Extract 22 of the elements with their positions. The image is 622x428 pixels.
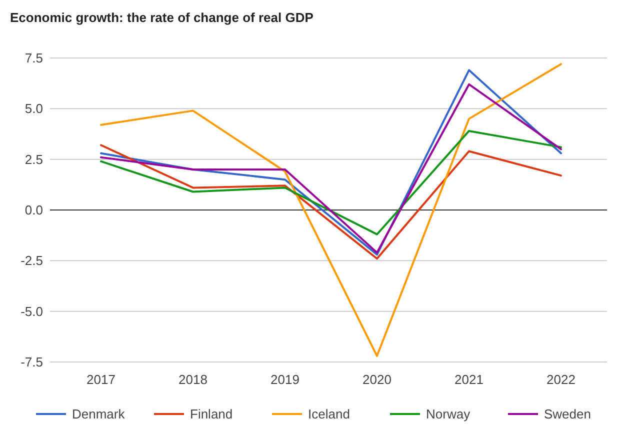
- y-tick-label: -5.0: [20, 304, 43, 319]
- line-series: [100, 63, 562, 357]
- legend-label: Denmark: [72, 406, 126, 422]
- chart-title: Economic growth: the rate of change of real GDP: [10, 10, 314, 25]
- line-series: [100, 130, 562, 236]
- y-tick-label: 5.0: [24, 101, 43, 116]
- line-series: [100, 144, 562, 260]
- x-tick-label: 2022: [546, 372, 576, 387]
- legend-label: Finland: [190, 406, 233, 422]
- x-tick-label: 2021: [454, 372, 484, 387]
- x-tick-label: 2018: [178, 372, 208, 387]
- y-tick-label: 0.0: [24, 202, 43, 218]
- y-tick-label: 7.5: [24, 50, 43, 66]
- x-tick-label: 2017: [86, 372, 116, 387]
- x-tick-label: 2019: [270, 372, 300, 387]
- legend-label: Sweden: [544, 406, 591, 422]
- y-tick-label: 2.5: [24, 152, 43, 167]
- legend-label: Iceland: [308, 406, 350, 422]
- legend-label: Norway: [426, 406, 471, 422]
- x-tick-label: 2020: [362, 372, 392, 387]
- y-tick-label: -7.5: [20, 354, 43, 370]
- y-tick-label: -2.5: [20, 253, 43, 268]
